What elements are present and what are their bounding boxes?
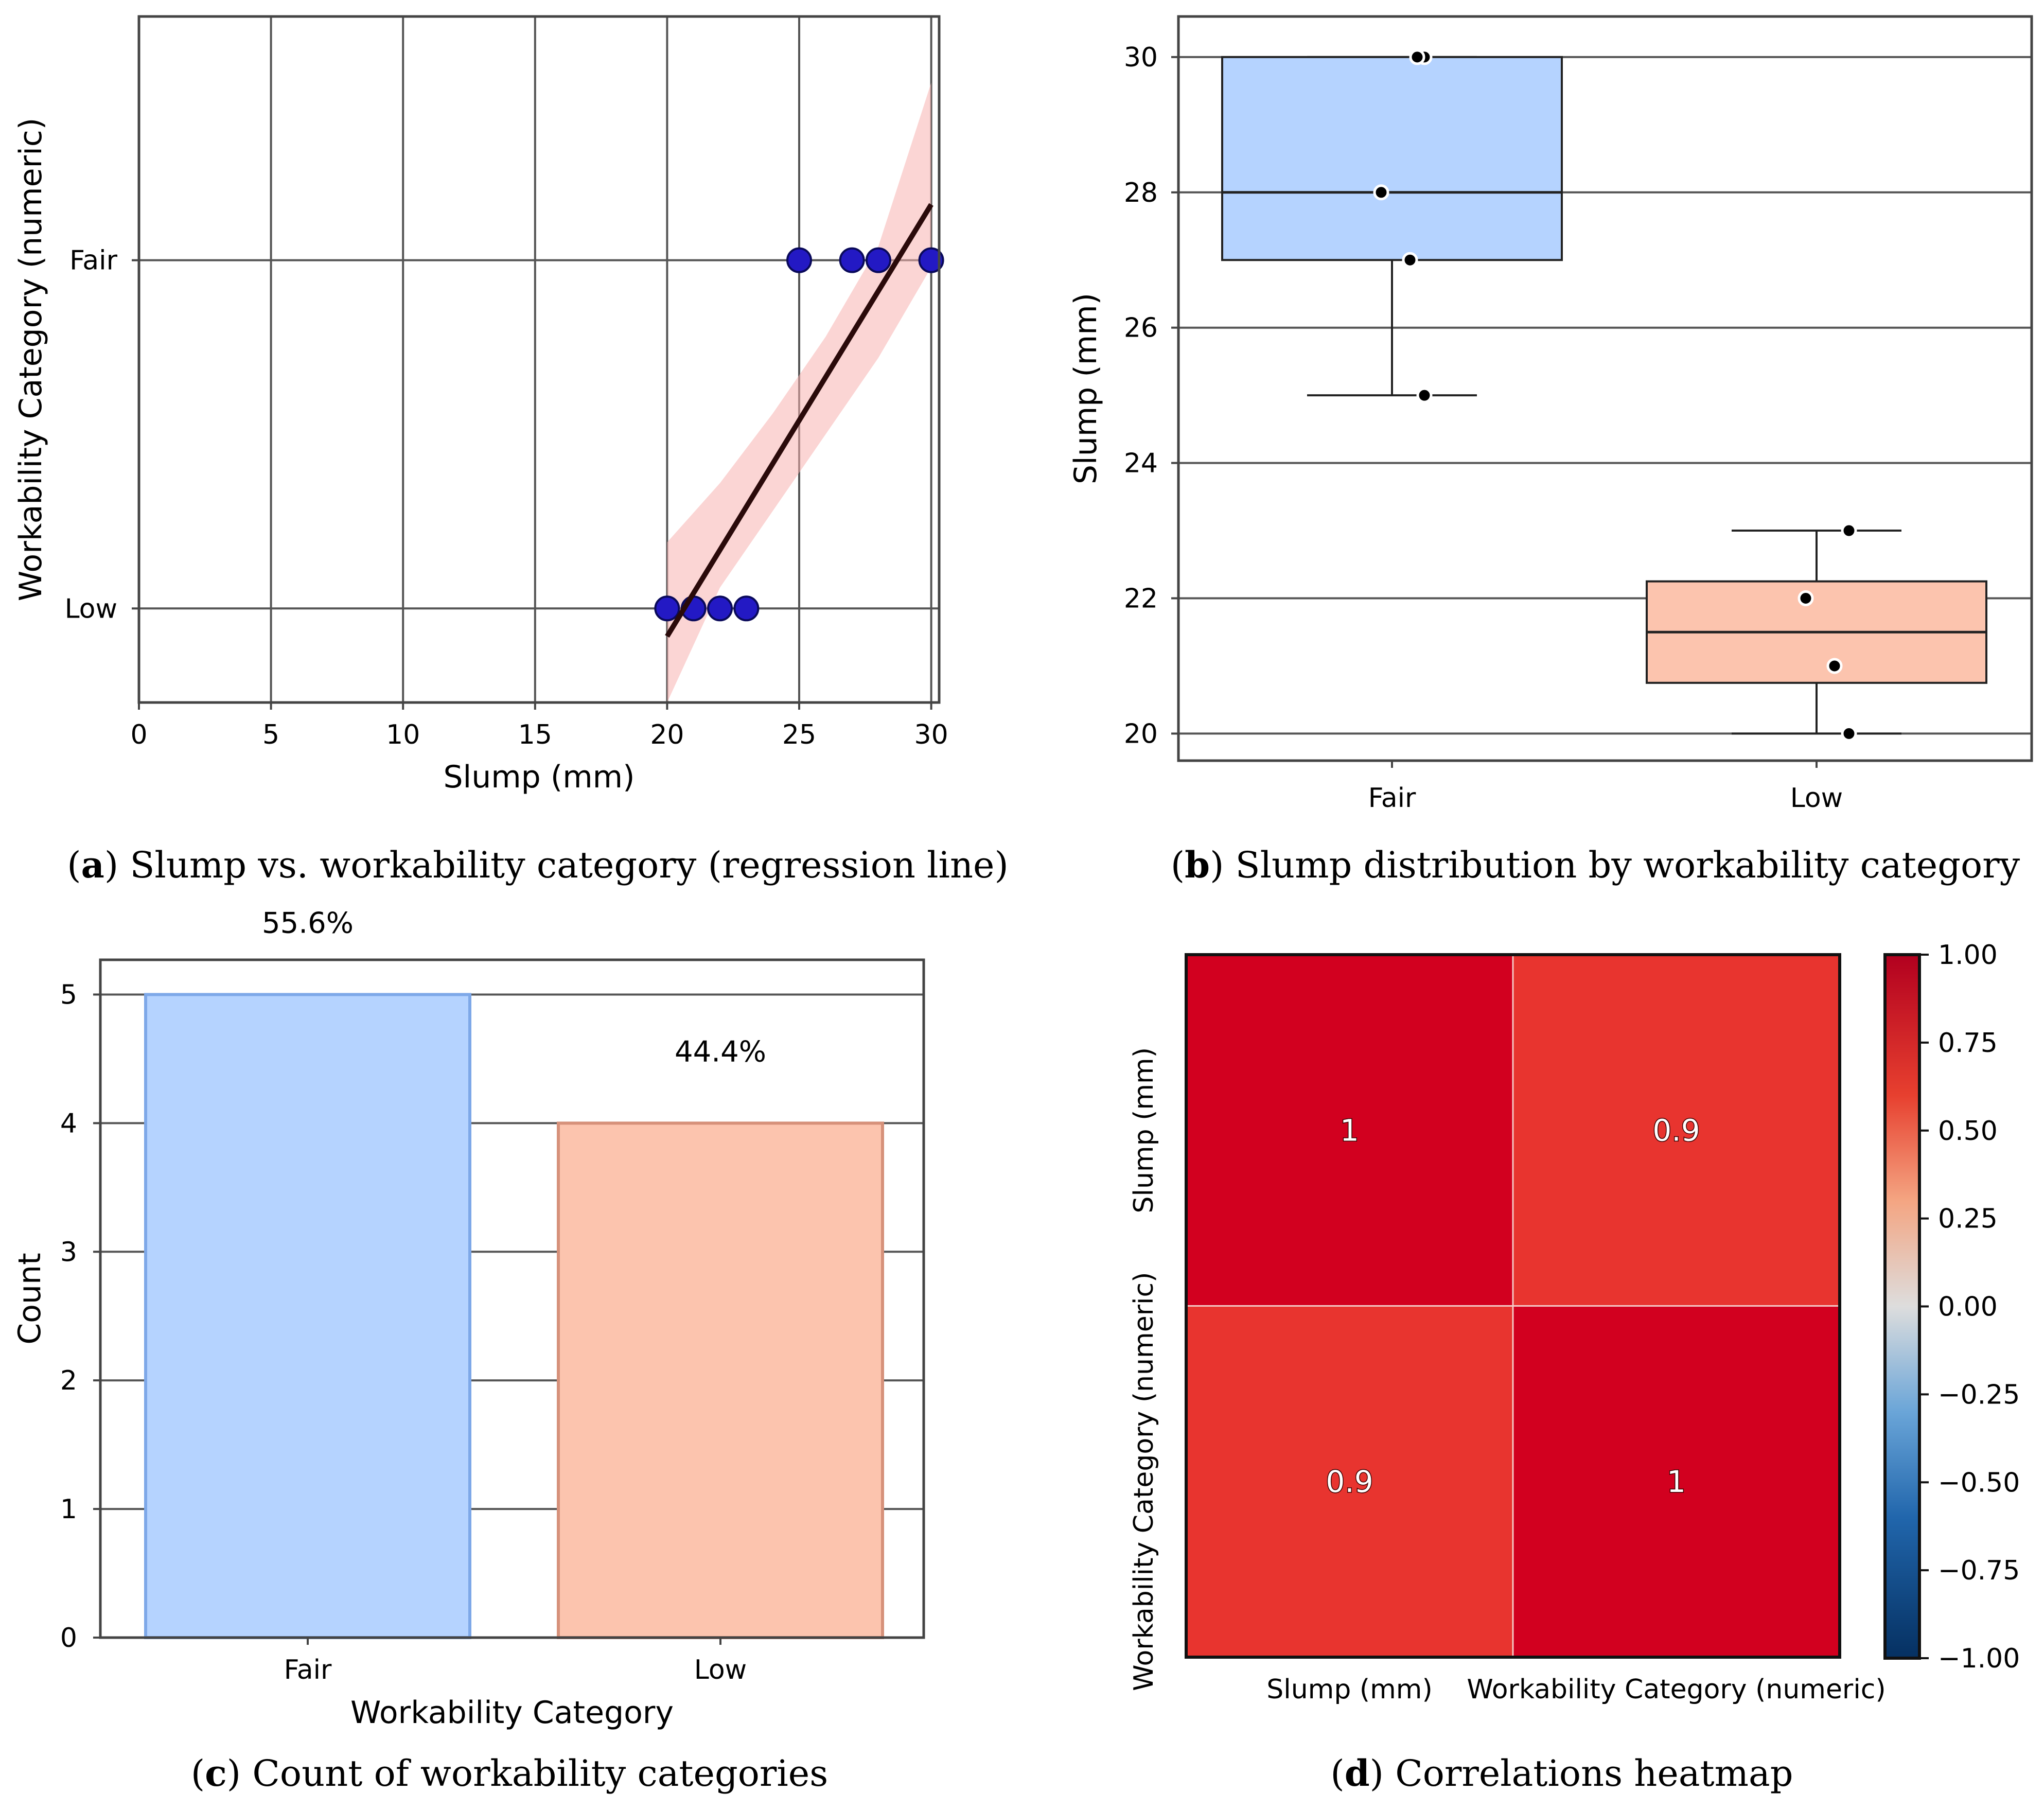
colorbar-tick-label: −0.50 <box>1938 1467 2020 1498</box>
x-tick-label: Low <box>1790 783 1843 814</box>
column-label: Workability Category (numeric) <box>1467 1674 1886 1705</box>
regression-line <box>665 203 933 638</box>
colorbar-tick-label: −0.75 <box>1938 1555 2020 1586</box>
y-tick-label: 0 <box>60 1623 77 1654</box>
data-point <box>918 247 944 273</box>
column-label: Slump (mm) <box>1266 1674 1433 1705</box>
confidence-band <box>667 82 931 702</box>
colorbar <box>1883 953 1921 1660</box>
plot-frame <box>99 958 925 1639</box>
row-label: Workability Category (numeric) <box>1129 1272 1159 1691</box>
caption-d: (d) Correlations heatmap <box>1330 1752 1793 1795</box>
bar-low <box>557 1121 884 1639</box>
colorbar-tick-label: 0.75 <box>1938 1028 1998 1059</box>
y-tick-label: 2 <box>60 1365 77 1396</box>
strip-point <box>1826 658 1843 674</box>
y-tick-label: 26 <box>1124 313 1158 344</box>
x-tick-label: Fair <box>284 1655 332 1685</box>
data-point <box>707 595 733 622</box>
data-point <box>865 247 891 273</box>
data-point <box>786 247 813 273</box>
strip-point <box>1373 184 1389 201</box>
x-axis-label: Slump (mm) <box>443 759 635 795</box>
y-tick-label: Fair <box>69 245 117 276</box>
strip-point <box>1409 49 1425 65</box>
y-tick-label: 5 <box>60 979 77 1010</box>
plot-frame <box>137 15 941 704</box>
colorbar-tick-label: 1.00 <box>1938 940 1998 971</box>
x-tick-label: 20 <box>650 719 684 750</box>
data-point <box>839 247 865 273</box>
y-tick-label: 20 <box>1124 718 1158 749</box>
x-tick-label: 15 <box>518 719 552 750</box>
y-axis-label: Workability Category (numeric) <box>13 118 49 602</box>
strip-point <box>1841 725 1857 742</box>
cell-value: 1 <box>1340 1113 1359 1148</box>
data-point <box>733 595 760 622</box>
x-tick-label: 0 <box>130 719 147 750</box>
data-label: 44.4% <box>675 1035 766 1068</box>
y-axis-label: Count <box>12 1253 48 1344</box>
bar-fair <box>144 993 471 1639</box>
y-tick-label: 4 <box>60 1108 77 1139</box>
colorbar-tick-label: 0.50 <box>1938 1116 1998 1147</box>
x-tick-label: Low <box>694 1655 747 1685</box>
x-tick-label: Fair <box>1368 783 1416 814</box>
panel-d-heatmap: 1 0.9 0.9 1 Slump (mm) Workability Category … <box>1129 940 2020 1795</box>
colorbar-tick-label: 0.00 <box>1938 1292 1998 1323</box>
y-tick-label: 1 <box>60 1494 77 1525</box>
heatmap-cell <box>1512 954 1841 1307</box>
colorbar-tick-label: −0.25 <box>1938 1379 2020 1410</box>
x-axis-label: Workability Category <box>350 1695 674 1731</box>
strip-point <box>1402 252 1418 268</box>
data-point <box>654 595 680 622</box>
caption-a: (a) Slump vs. workability category (regr… <box>67 844 1009 886</box>
colorbar-tick-label: 0.25 <box>1938 1204 1998 1235</box>
heatmap-cell <box>1512 1305 1841 1658</box>
cell-value: 0.9 <box>1326 1464 1373 1499</box>
heatmap-cell <box>1185 954 1514 1307</box>
heatmap-frame <box>1185 953 1841 1659</box>
y-tick-label: 22 <box>1124 584 1158 614</box>
cell-value: 0.9 <box>1652 1113 1700 1148</box>
box-iqr <box>1221 56 1563 261</box>
x-tick-label: 5 <box>262 719 279 750</box>
caption-c: (c) Count of workability categories <box>191 1752 828 1795</box>
colorbar-tick-label: −1.00 <box>1938 1643 2020 1674</box>
x-tick-label: 30 <box>914 719 948 750</box>
y-tick-label: 30 <box>1124 42 1158 73</box>
y-tick-label: Low <box>65 593 117 624</box>
x-tick-label: 25 <box>782 719 816 750</box>
row-label: Slump (mm) <box>1129 1047 1159 1214</box>
x-tick-label: 10 <box>386 719 420 750</box>
strip-point <box>1841 522 1857 539</box>
strip-point <box>1416 387 1433 403</box>
strip-point <box>1798 590 1814 607</box>
y-tick-label: 24 <box>1124 448 1158 479</box>
panel-b-boxplot: 20 22 24 26 28 30 Fair Low Slump (mm) (b) Slump… <box>1068 15 2033 886</box>
y-tick-label: 28 <box>1124 178 1158 208</box>
plot-frame <box>1177 15 2033 762</box>
cell-value: 1 <box>1667 1464 1686 1499</box>
panel-c-bar: 55.6% 44.4% 0 1 2 3 4 5 Fair Low Workability Cat… <box>12 906 925 1795</box>
y-tick-label: 3 <box>60 1237 77 1268</box>
y-axis-label: Slump (mm) <box>1068 293 1104 484</box>
panel-a-scatter: 0 5 10 15 20 25 30 Low Fair Slump (mm) Workabili… <box>13 15 1009 886</box>
caption-b: (b) Slump distribution by workability ca… <box>1171 844 2020 886</box>
data-label: 55.6% <box>262 906 354 940</box>
heatmap-cell <box>1185 1305 1514 1658</box>
